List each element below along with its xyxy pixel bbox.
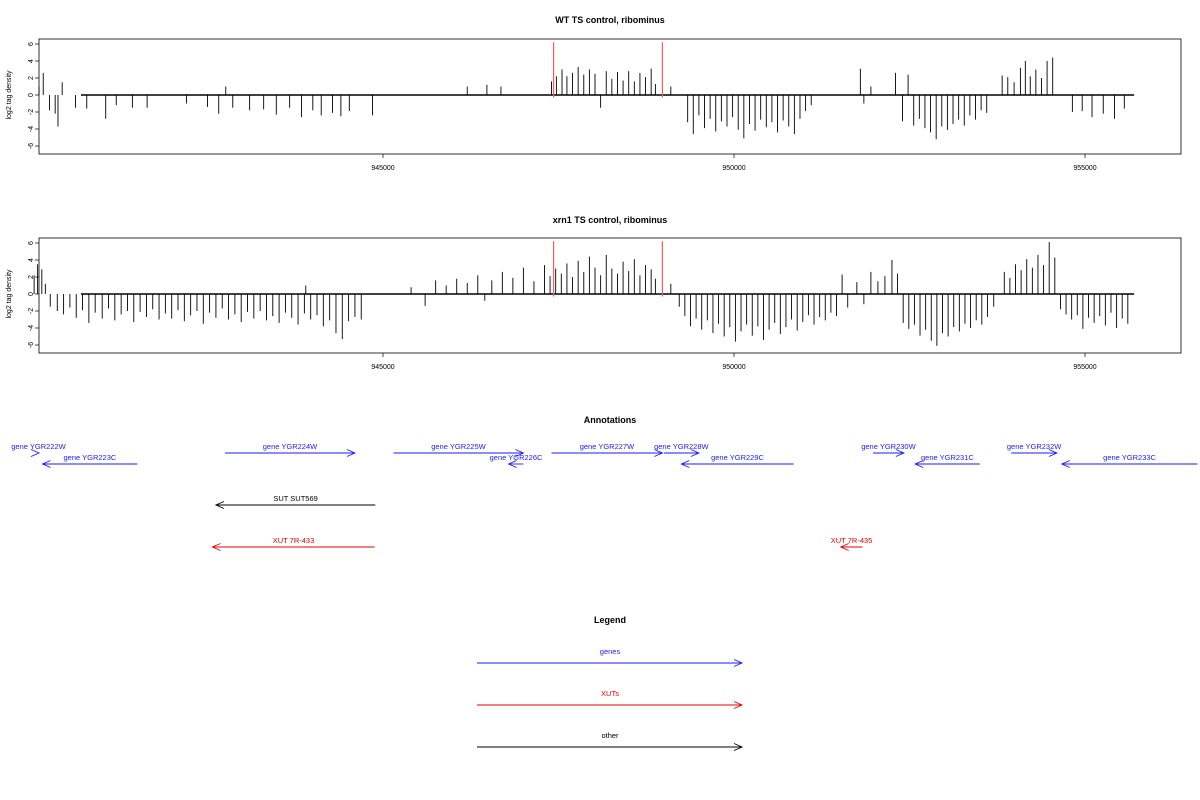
sut-label: SUT SUT569	[273, 494, 317, 503]
y-tick-label: 4	[28, 258, 35, 262]
wt-density-panel: WT TS control, ribominus log2 tag densit…	[6, 15, 1182, 172]
gene-arrow	[680, 460, 794, 468]
gene-label: gene YGR232W	[1007, 442, 1062, 451]
wt-y-axis: -6 -4 -2 0 2 4 6	[28, 42, 39, 149]
legend-label: XUTs	[601, 689, 619, 698]
xut-arrow	[211, 543, 375, 551]
wt-bars	[38, 57, 1125, 140]
y-tick-label: 0	[28, 292, 35, 296]
xut-label: XUT 7R-433	[273, 536, 315, 545]
annotations-title: Annotations	[584, 415, 637, 425]
gene-arrow	[30, 449, 41, 457]
xrn1-region-markers	[552, 241, 663, 297]
y-tick-label: -6	[28, 143, 35, 149]
legend-items: genes XUTs other	[477, 647, 744, 751]
gene-label: gene YGR227W	[580, 442, 635, 451]
xrn1-plot-frame	[38, 237, 1182, 354]
legend-arrow	[477, 701, 744, 709]
y-tick-label: 0	[28, 93, 35, 97]
gene-arrow	[393, 449, 525, 457]
gene-arrow	[507, 460, 524, 468]
x-tick-label: 950000	[722, 165, 745, 172]
gene-label: gene YGR223C	[64, 453, 117, 462]
wt-plot-frame	[38, 38, 1182, 155]
gene-label: gene YGR226C	[490, 453, 543, 462]
y-tick-label: 6	[28, 241, 35, 245]
wt-y-axis-label: log2 tag density	[6, 70, 13, 120]
gene-label: gene YGR230W	[861, 442, 916, 451]
gene-arrow	[225, 449, 357, 457]
y-tick-label: -4	[28, 126, 35, 132]
xut-annotations: XUT 7R-433 XUT 7R-435	[211, 536, 873, 551]
y-tick-label: 6	[28, 42, 35, 46]
xut-label: XUT 7R-435	[831, 536, 873, 545]
legend-title: Legend	[594, 615, 626, 625]
xut-arrow	[839, 543, 863, 551]
x-tick-label: 945000	[371, 165, 394, 172]
gene-arrow	[663, 449, 701, 457]
legend-arrow	[477, 659, 744, 667]
wt-x-axis: 945000 950000 955000	[371, 154, 1097, 172]
xrn1-density-panel: xrn1 TS control, ribominus log2 tag dens…	[6, 215, 1182, 371]
gene-label: gene YGR233C	[1103, 453, 1156, 462]
y-tick-label: 2	[28, 275, 35, 279]
y-tick-label: 2	[28, 76, 35, 80]
gene-arrow	[1060, 460, 1198, 468]
y-tick-label: -2	[28, 308, 35, 314]
wt-region-markers	[552, 42, 663, 98]
gene-arrow	[913, 460, 980, 468]
gene-arrow	[551, 449, 664, 457]
gene-label: gene YGR224W	[263, 442, 318, 451]
wt-panel-title: WT TS control, ribominus	[555, 15, 665, 25]
legend-label: other	[601, 731, 619, 740]
xrn1-y-axis-label: log2 tag density	[6, 269, 13, 319]
sut-arrow	[214, 501, 376, 509]
legend: Legend genes XUTs other	[477, 615, 744, 751]
xrn1-y-axis: -6 -4 -2 0 2 4 6	[28, 241, 39, 348]
sut-annotations: SUT SUT569	[214, 494, 376, 509]
x-tick-label: 955000	[1073, 364, 1096, 371]
gene-arrow	[1011, 449, 1059, 457]
gene-arrow	[872, 449, 906, 457]
y-tick-label: -2	[28, 109, 35, 115]
gene-label: gene YGR228W	[654, 442, 709, 451]
gene-label: gene YGR231C	[921, 453, 974, 462]
y-tick-label: -4	[28, 325, 35, 331]
xrn1-panel-title: xrn1 TS control, ribominus	[553, 215, 668, 225]
legend-arrow	[477, 743, 744, 751]
legend-label: genes	[600, 647, 621, 656]
gene-label: gene YGR225W	[431, 442, 486, 451]
x-tick-label: 945000	[371, 364, 394, 371]
xrn1-bars	[33, 242, 1129, 346]
gene-label: gene YGR229C	[711, 453, 764, 462]
gene-arrow	[41, 460, 138, 468]
xrn1-x-axis: 945000 950000 955000	[371, 353, 1097, 371]
y-tick-label: 4	[28, 59, 35, 63]
x-tick-label: 955000	[1073, 165, 1096, 172]
gene-label: gene YGR222W	[11, 442, 66, 451]
gene-annotations: gene YGR222W gene YGR223C gene YGR224W gene…	[11, 442, 1198, 468]
y-tick-label: -6	[28, 342, 35, 348]
x-tick-label: 950000	[722, 364, 745, 371]
